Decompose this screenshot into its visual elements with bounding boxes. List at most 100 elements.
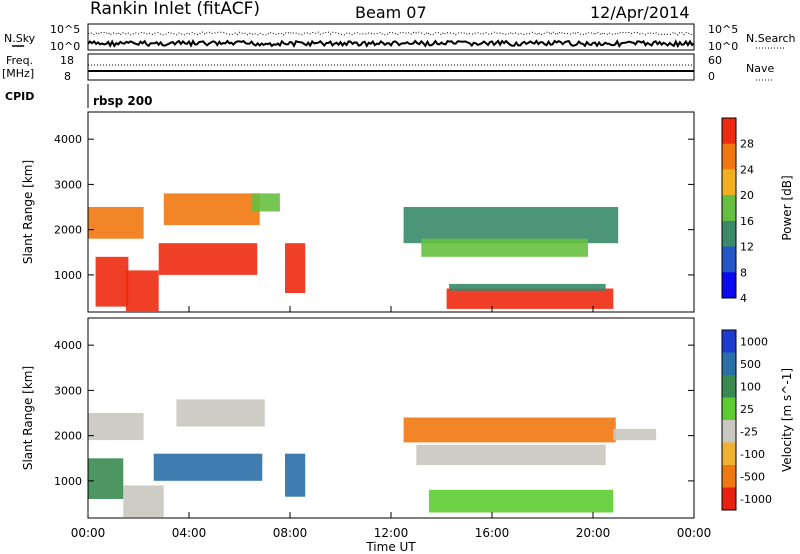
colorbar-tick-3: 16 (740, 215, 754, 228)
colorbar-swatch-6 (722, 272, 736, 299)
freq-unit: [MHz] (2, 67, 34, 80)
power-panel: 1000 2000 3000 4000 Slant Range [km] (21, 111, 695, 313)
colorbar-swatch-4 (722, 220, 736, 248)
echo-region-1 (95, 256, 129, 307)
colorbar-tick-2: 100 (740, 380, 761, 393)
y-tick-label-2: 3000 (54, 178, 82, 191)
time-x-axis: 00:00 04:00 08:00 12:00 16:00 20:00 00:00 (71, 306, 712, 540)
freq-tick-bottom: 8 (64, 70, 71, 83)
colorbar-swatch-1 (722, 352, 736, 376)
y-tick-label-2: 3000 (54, 384, 82, 397)
freq-label: Freq. (6, 54, 33, 67)
x-tick-label-0: 00:00 (71, 526, 106, 540)
colorbar-frame (721, 329, 737, 511)
echo-region-4 (163, 193, 260, 226)
colorbar-swatch-3 (722, 195, 736, 222)
echo-region-5 (252, 193, 280, 212)
nsky-line (87, 38, 695, 49)
noise-tick-left-top: 10^5 (50, 23, 80, 36)
colorbar-swatch-1 (722, 143, 736, 170)
velocity-y-axis: 1000 2000 3000 4000 (54, 339, 694, 488)
station-title: Rankin Inlet (fitACF) (90, 0, 260, 19)
y-tick-label-1: 2000 (54, 224, 82, 237)
colorbar-swatch-0 (722, 330, 736, 353)
beam-label: Beam 07 (355, 3, 427, 22)
power-y-axis-title: Slant Range [km] (21, 160, 35, 264)
colorbar-tick-3: 25 (740, 403, 754, 416)
y-tick-label-0: 1000 (54, 475, 82, 488)
noise-tick-right-bottom: 10^0 (708, 40, 738, 53)
colorbar-tick-1: 24 (740, 163, 754, 176)
freq-panel: Freq. [MHz] 18 8 60 0 Nave (2, 53, 774, 83)
cpid-value: rbsp 200 (93, 94, 152, 108)
freq-tick-top: 18 (60, 54, 74, 67)
colorbar-swatch-0 (722, 118, 736, 145)
x-tick-label-2: 08:00 (273, 526, 308, 540)
velocity-panel: 1000 2000 3000 4000 Slant Range [km] (21, 317, 695, 519)
echo-region-8 (421, 238, 588, 257)
echo-region-6 (285, 243, 306, 293)
colorbar-tick-6: -500 (740, 470, 765, 483)
velocity-y-axis-title: Slant Range [km] (21, 366, 35, 470)
colorbar-swatch-5 (722, 246, 736, 273)
nave-tick-bottom: 0 (708, 70, 715, 83)
echo-region-7 (403, 207, 619, 244)
echo-region-5 (285, 453, 306, 497)
nsky-label: N.Sky (4, 32, 36, 45)
colorbar-tick-4: 12 (740, 241, 754, 254)
velocity-colorbar-title: Velocity [m s^-1] (780, 368, 794, 472)
colorbar-tick-7: -1000 (740, 493, 772, 506)
power-data-layer (88, 193, 619, 312)
colorbar-swatch-4 (722, 420, 736, 443)
power-colorbar: 28 24 20 16 12 8 4 (721, 117, 754, 305)
velocity-data-layer (88, 399, 657, 518)
freq-panel-frame (87, 53, 695, 81)
echo-region-4 (176, 399, 265, 427)
echo-region-9 (446, 288, 614, 309)
echo-region-10 (449, 283, 606, 291)
colorbar-swatch-2 (722, 375, 736, 398)
colorbar-tick-0: 1000 (740, 335, 768, 348)
echo-region-9 (613, 428, 657, 441)
date-label: 12/Apr/2014 (590, 3, 690, 22)
colorbar-tick-2: 20 (740, 189, 754, 202)
y-tick-label-1: 2000 (54, 430, 82, 443)
echo-region-1 (88, 458, 124, 499)
echo-region-2 (123, 485, 164, 518)
echo-region-7 (416, 444, 606, 466)
cpid-label: CPID (5, 90, 34, 103)
nsearch-label: N.Search (746, 32, 796, 45)
noise-panel-frame (87, 23, 695, 51)
noise-tick-left-bottom: 10^0 (50, 40, 80, 53)
echo-region-3 (158, 243, 258, 275)
colorbar-swatch-2 (722, 169, 736, 196)
echo-region-0 (88, 207, 144, 239)
colorbar-swatch-3 (722, 397, 736, 421)
noise-panel: N.Sky 10^5 10^0 10^5 10^0 N.Search (4, 23, 796, 53)
echo-region-0 (88, 413, 144, 441)
echo-region-3 (153, 453, 263, 481)
colorbar-tick-1: 500 (740, 358, 761, 371)
colorbar-tick-0: 28 (740, 138, 754, 151)
y-tick-label-0: 1000 (54, 269, 82, 282)
colorbar-frame (721, 117, 737, 299)
echo-region-8 (428, 489, 614, 513)
nsearch-line (87, 31, 695, 36)
power-colorbar-title: Power [dB] (780, 175, 794, 240)
colorbar-tick-4: -25 (740, 425, 758, 438)
nave-label: Nave (746, 62, 774, 75)
x-tick-label-1: 04:00 (172, 526, 207, 540)
power-y-axis: 1000 2000 3000 4000 (54, 133, 694, 282)
colorbar-tick-5: -100 (740, 448, 765, 461)
x-tick-label-5: 20:00 (576, 526, 611, 540)
velocity-colorbar: 1000 500 100 25 -25 -100 -500 -1000 (721, 329, 772, 511)
colorbar-swatch-5 (722, 442, 736, 466)
y-tick-label-3: 4000 (54, 339, 82, 352)
x-tick-label-6: 00:00 (677, 526, 712, 540)
echo-region-2 (125, 270, 159, 312)
noise-tick-right-top: 10^5 (708, 23, 738, 36)
nave-tick-top: 60 (708, 54, 722, 67)
colorbar-swatch-7 (722, 487, 736, 511)
x-tick-label-3: 12:00 (374, 526, 409, 540)
